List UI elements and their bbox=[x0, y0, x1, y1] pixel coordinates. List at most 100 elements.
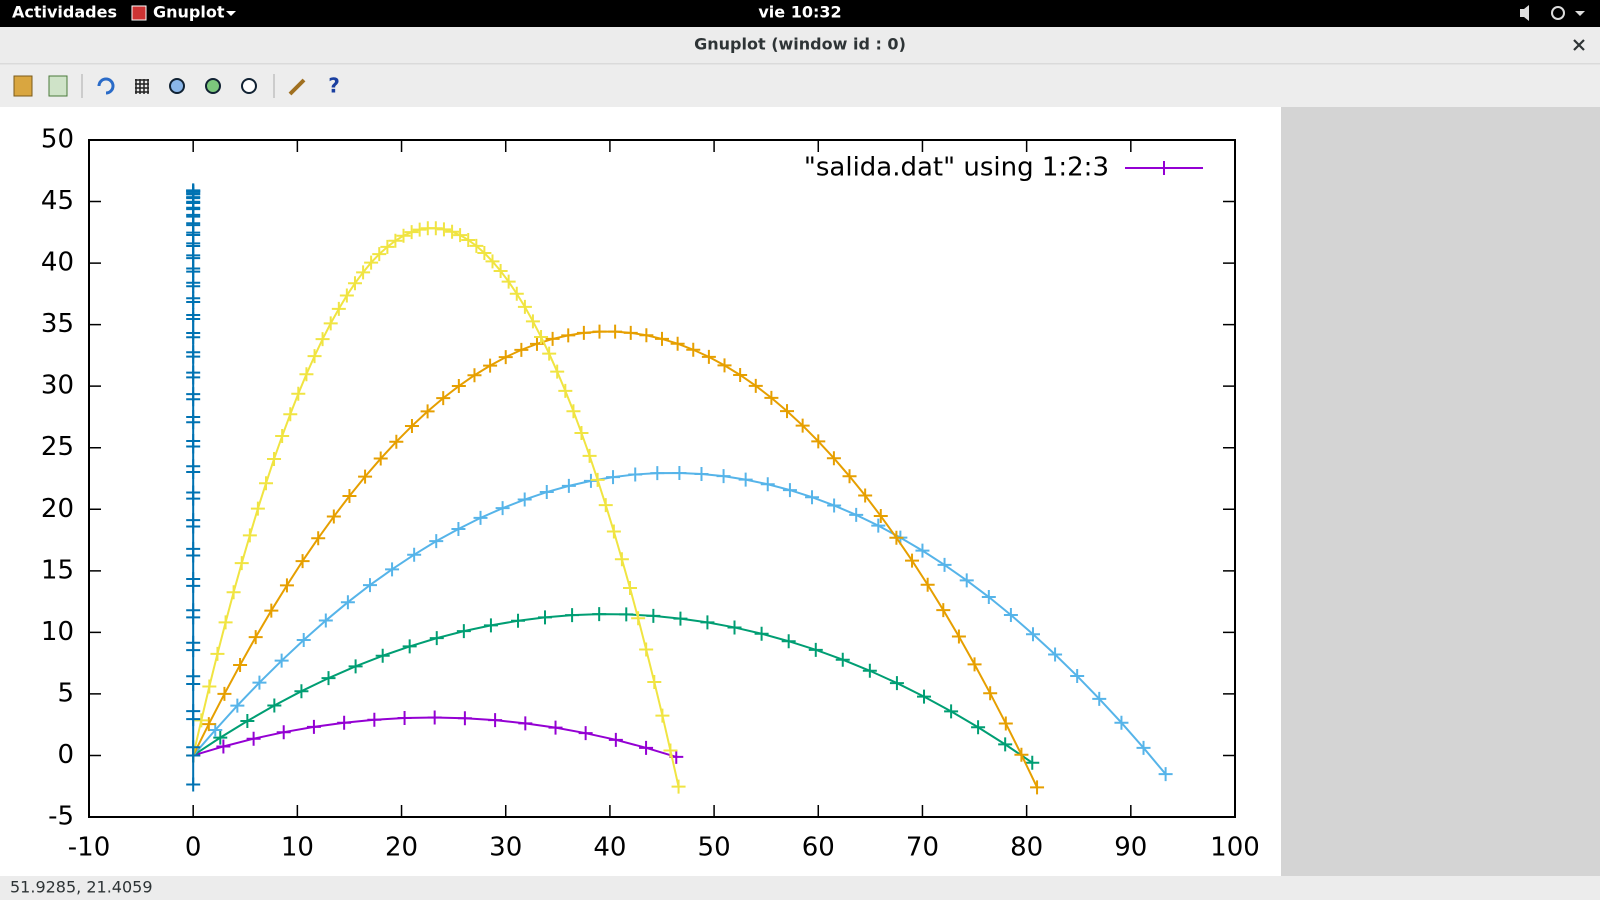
series-line bbox=[192, 613, 1033, 764]
point-marker bbox=[548, 720, 563, 735]
close-button[interactable] bbox=[1573, 39, 1585, 51]
point-marker bbox=[498, 350, 513, 365]
point-marker bbox=[389, 434, 404, 449]
point-marker bbox=[186, 261, 201, 276]
point-marker bbox=[628, 467, 643, 482]
point-marker bbox=[436, 391, 451, 406]
point-marker bbox=[518, 716, 533, 731]
status-bar bbox=[0, 876, 1600, 900]
x-tick-label: 20 bbox=[385, 833, 418, 863]
point-marker bbox=[279, 578, 294, 593]
point-marker bbox=[208, 722, 223, 737]
point-marker bbox=[373, 451, 388, 466]
help-button[interactable]: ? bbox=[328, 74, 340, 98]
zoom-forward-button[interactable] bbox=[205, 78, 221, 94]
point-marker bbox=[738, 472, 753, 487]
point-marker bbox=[576, 325, 591, 340]
point-marker bbox=[542, 346, 557, 361]
point-marker bbox=[323, 316, 338, 331]
point-marker bbox=[218, 615, 233, 630]
replot-button[interactable] bbox=[97, 77, 115, 95]
y-tick-label: 50 bbox=[41, 125, 74, 155]
point-marker bbox=[275, 429, 290, 444]
clock[interactable]: vie 10:32 bbox=[758, 3, 841, 22]
point-marker bbox=[811, 434, 826, 449]
point-marker bbox=[483, 358, 498, 373]
point-marker bbox=[436, 222, 451, 237]
point-marker bbox=[606, 470, 621, 485]
point-marker bbox=[619, 607, 634, 622]
title-bar bbox=[0, 27, 1600, 64]
point-marker bbox=[1136, 740, 1151, 755]
point-marker bbox=[412, 222, 427, 237]
point-marker bbox=[647, 674, 662, 689]
point-marker bbox=[294, 684, 309, 699]
point-marker bbox=[404, 418, 419, 433]
point-marker bbox=[388, 233, 403, 248]
point-marker bbox=[194, 713, 209, 728]
point-marker bbox=[186, 704, 201, 719]
point-marker bbox=[631, 611, 646, 626]
point-marker bbox=[871, 518, 886, 533]
point-marker bbox=[511, 613, 526, 628]
point-marker bbox=[362, 578, 377, 593]
point-marker bbox=[407, 547, 422, 562]
point-marker bbox=[488, 713, 503, 728]
system-menu-arrow[interactable] bbox=[1575, 11, 1585, 16]
legend-marker bbox=[1157, 161, 1171, 175]
point-marker bbox=[670, 336, 685, 351]
print-button[interactable] bbox=[48, 75, 68, 97]
point-marker bbox=[862, 663, 877, 678]
point-marker bbox=[694, 466, 709, 481]
point-marker bbox=[639, 642, 654, 657]
point-marker bbox=[733, 367, 748, 382]
x-tick-label: 100 bbox=[1210, 833, 1260, 863]
point-marker bbox=[429, 534, 444, 549]
point-marker bbox=[233, 657, 248, 672]
point-marker bbox=[396, 228, 411, 243]
activities-button[interactable]: Actividades bbox=[12, 3, 117, 22]
point-marker bbox=[457, 711, 472, 726]
point-marker bbox=[307, 349, 322, 364]
zoom-back-button[interactable] bbox=[169, 78, 185, 94]
point-marker bbox=[347, 276, 362, 291]
point-marker bbox=[429, 631, 444, 646]
settings-button[interactable] bbox=[288, 78, 306, 96]
app-menu[interactable]: Gnuplot bbox=[153, 3, 225, 22]
point-marker bbox=[276, 725, 291, 740]
point-marker bbox=[1158, 767, 1173, 782]
y-tick-label: 0 bbox=[57, 740, 74, 770]
point-marker bbox=[1003, 608, 1018, 623]
point-marker bbox=[915, 543, 930, 558]
point-marker bbox=[1025, 627, 1040, 642]
point-marker bbox=[485, 254, 500, 269]
point-marker bbox=[983, 686, 998, 701]
volume-icon[interactable] bbox=[1520, 5, 1529, 21]
point-marker bbox=[453, 228, 468, 243]
copy-clipboard-button[interactable] bbox=[13, 75, 33, 97]
x-tick-label: 0 bbox=[185, 833, 202, 863]
point-marker bbox=[201, 717, 216, 732]
point-marker bbox=[582, 448, 597, 463]
point-marker bbox=[264, 603, 279, 618]
point-marker bbox=[202, 679, 217, 694]
point-marker bbox=[650, 466, 665, 481]
point-marker bbox=[561, 328, 576, 343]
point-marker bbox=[402, 639, 417, 654]
point-marker bbox=[671, 779, 686, 794]
point-marker bbox=[291, 386, 306, 401]
y-tick-label: 40 bbox=[41, 248, 74, 278]
point-marker bbox=[186, 571, 201, 586]
point-marker bbox=[748, 378, 763, 393]
point-marker bbox=[186, 777, 201, 792]
y-tick-label: 15 bbox=[41, 555, 74, 585]
unzoom-button[interactable] bbox=[241, 78, 257, 94]
point-marker bbox=[186, 603, 201, 618]
point-marker bbox=[246, 731, 261, 746]
point-marker bbox=[477, 245, 492, 260]
point-marker bbox=[558, 383, 573, 398]
grid-button[interactable] bbox=[135, 79, 149, 94]
point-marker bbox=[655, 331, 669, 346]
power-icon[interactable] bbox=[1551, 6, 1565, 20]
